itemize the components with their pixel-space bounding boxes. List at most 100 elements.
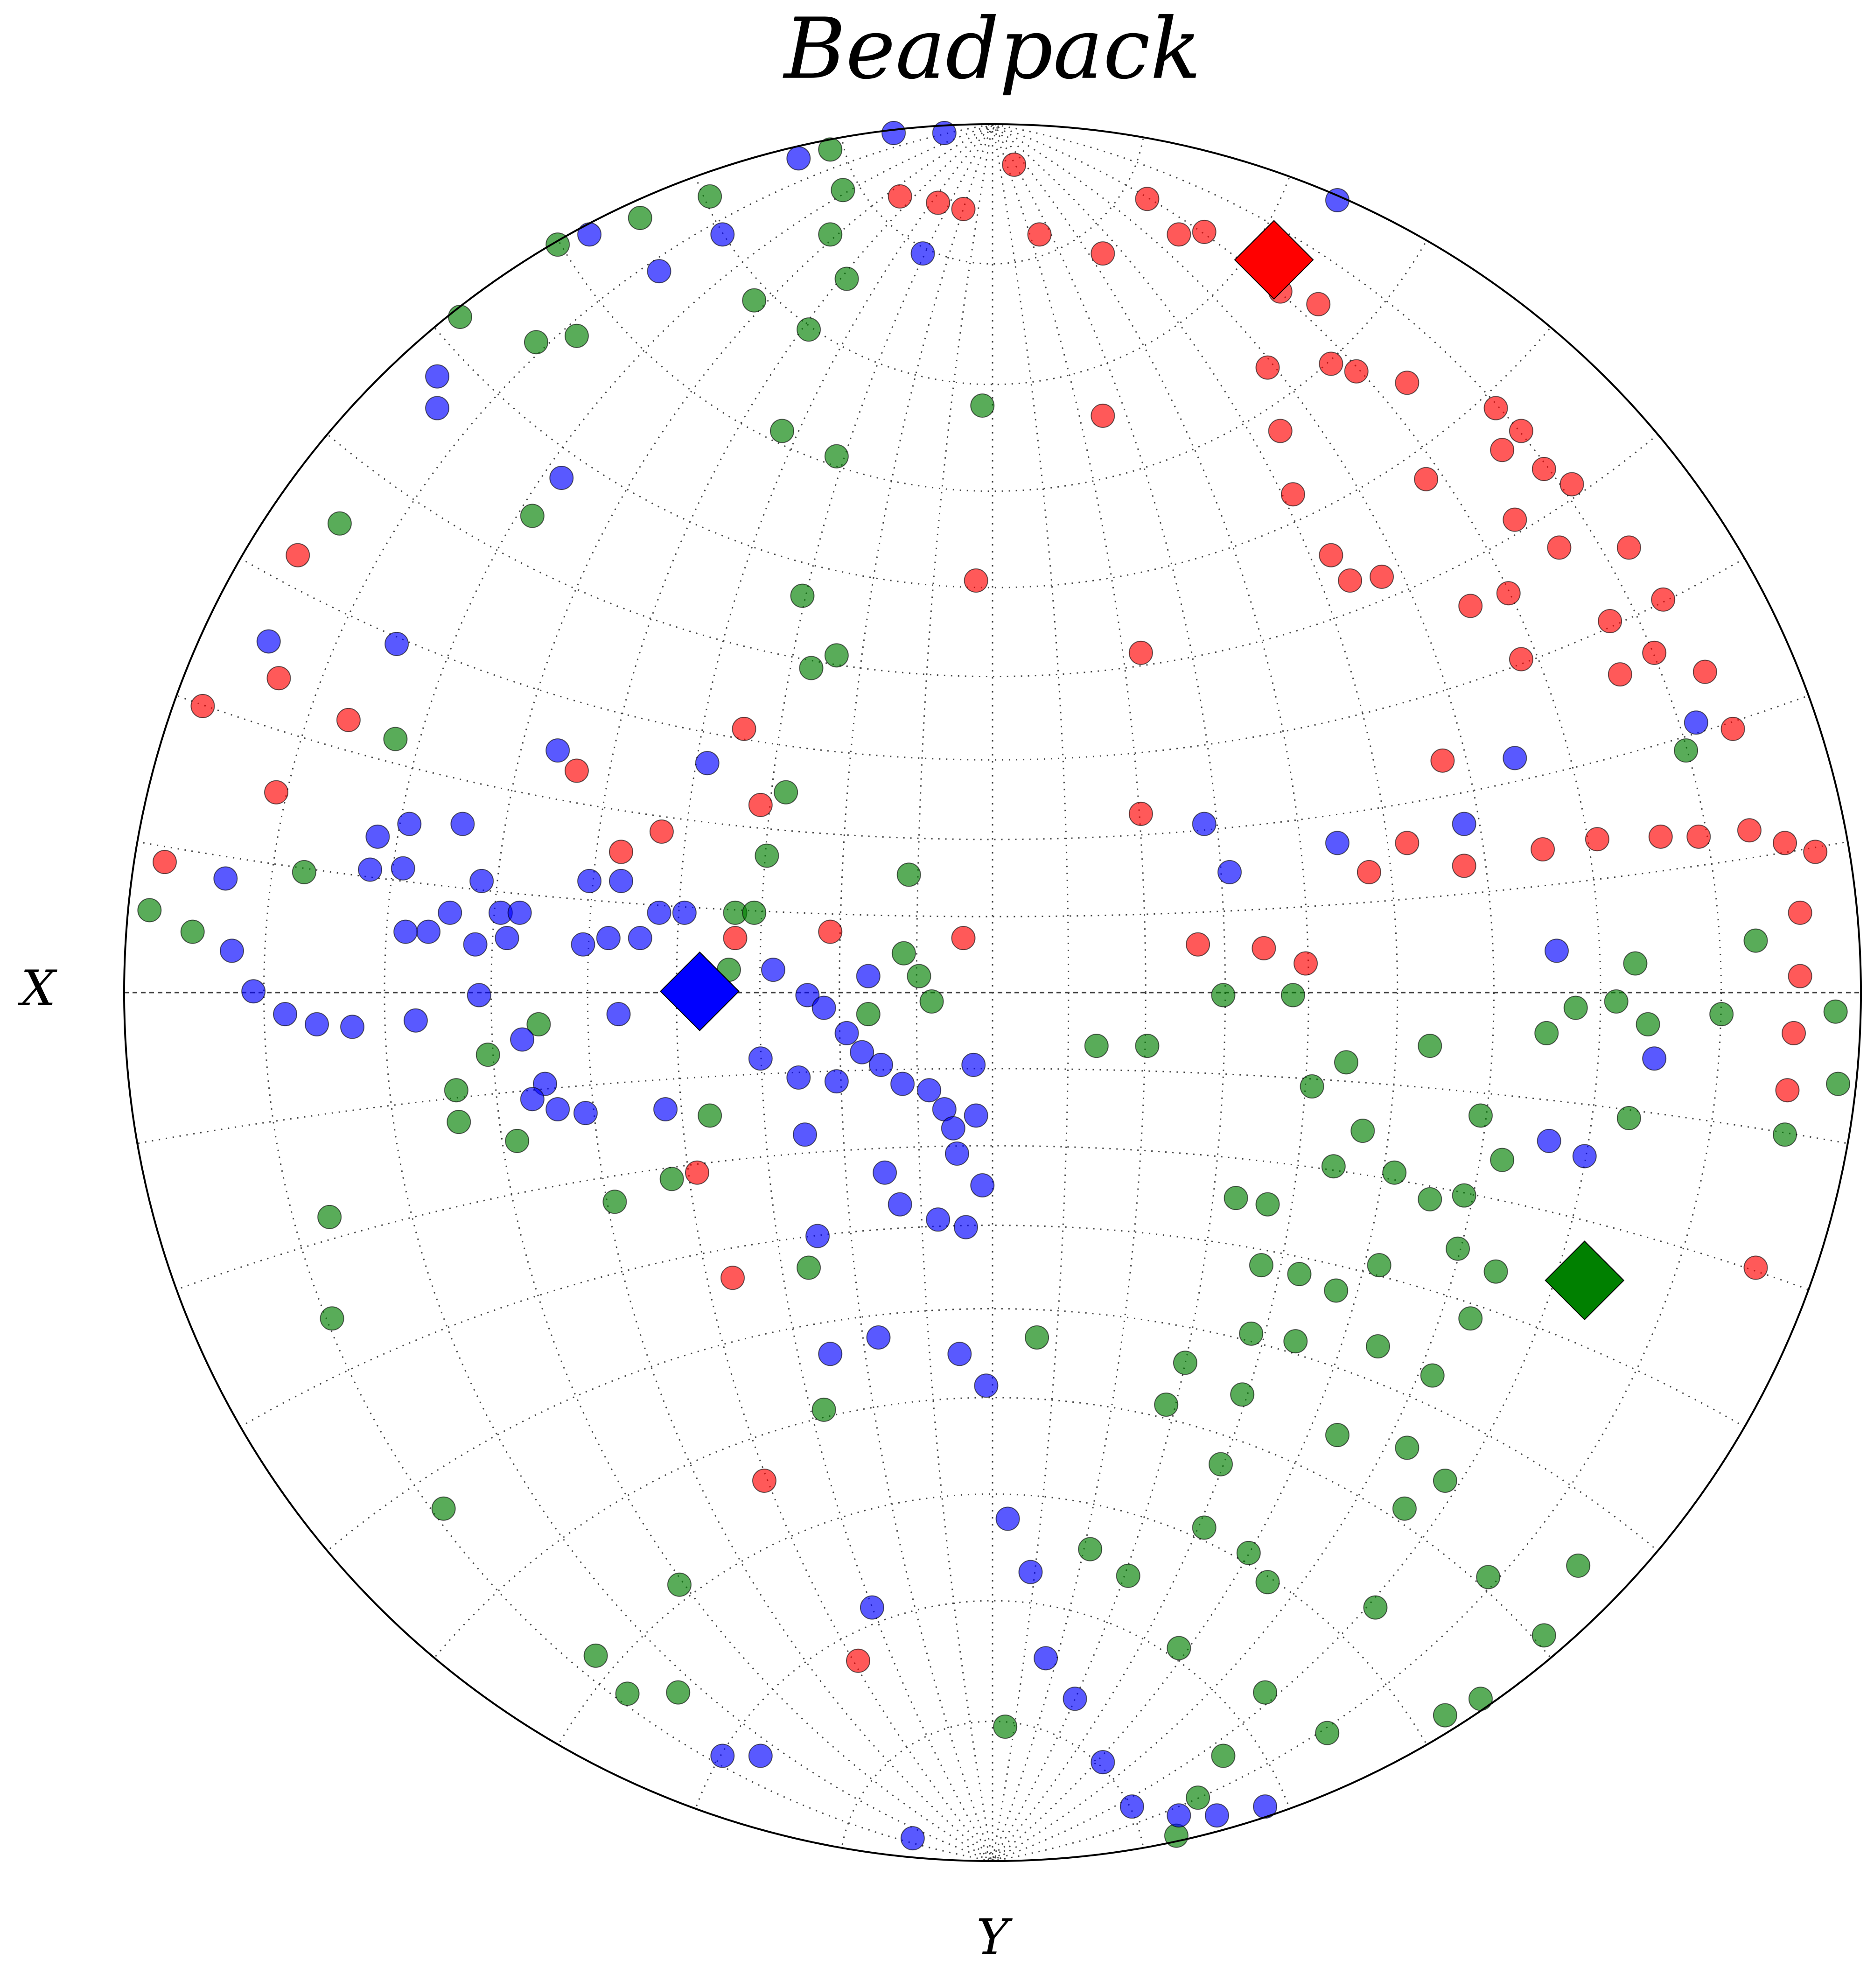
- data-point: [1642, 640, 1667, 665]
- data-point: [917, 1078, 942, 1103]
- data-point: [1476, 1565, 1501, 1589]
- data-point: [1252, 936, 1276, 960]
- data-point: [1623, 951, 1648, 976]
- data-point: [1315, 1721, 1340, 1745]
- data-point: [1684, 710, 1708, 735]
- data-point: [1674, 738, 1699, 763]
- data-point: [941, 1116, 965, 1141]
- data-point: [1319, 351, 1343, 376]
- data-point: [1608, 662, 1632, 687]
- data-point: [944, 1141, 969, 1166]
- data-point: [710, 222, 735, 247]
- data-point: [264, 780, 289, 805]
- data-point: [602, 1190, 627, 1214]
- data-point: [391, 856, 415, 881]
- data-point: [1173, 1351, 1197, 1375]
- data-point: [1823, 999, 1848, 1024]
- data-point: [1395, 371, 1419, 395]
- data-point: [774, 780, 798, 805]
- data-point: [1192, 219, 1217, 244]
- data-point: [888, 1192, 912, 1217]
- data-point: [510, 1027, 535, 1052]
- data-point: [1370, 564, 1394, 589]
- data-point: [1255, 1192, 1280, 1217]
- data-point: [1367, 1253, 1392, 1278]
- data-point: [1563, 995, 1588, 1020]
- data-point: [1084, 1034, 1109, 1058]
- data-point: [888, 184, 912, 209]
- data-point: [1167, 1803, 1191, 1828]
- data-point: [1319, 543, 1343, 567]
- data-point: [266, 666, 291, 691]
- parallel: [124, 1308, 1861, 1861]
- data-point: [1294, 951, 1318, 976]
- data-point: [469, 868, 494, 893]
- data-point: [1418, 1034, 1442, 1058]
- data-point: [628, 206, 652, 231]
- data-point: [1468, 1687, 1493, 1711]
- data-point: [1483, 396, 1508, 420]
- data-point: [1365, 1334, 1390, 1358]
- data-point: [926, 190, 951, 215]
- data-point: [910, 241, 935, 266]
- data-point: [860, 1595, 884, 1620]
- data-point: [1280, 482, 1305, 507]
- data-point: [1452, 854, 1476, 878]
- data-point: [475, 1043, 500, 1067]
- data-point: [964, 568, 988, 593]
- data-point: [1452, 1183, 1476, 1208]
- data-point: [907, 964, 931, 988]
- data-point: [1211, 1743, 1236, 1768]
- data-point: [1321, 1154, 1346, 1179]
- data-point: [811, 995, 836, 1020]
- data-point: [881, 121, 906, 146]
- data-point: [647, 259, 671, 284]
- data-point: [993, 1715, 1018, 1739]
- data-point: [953, 1215, 978, 1239]
- data-point: [628, 926, 652, 951]
- data-point: [868, 1052, 893, 1077]
- data-point: [571, 932, 595, 957]
- data-point: [1128, 801, 1153, 826]
- data-point: [1433, 1703, 1457, 1728]
- data-point: [1503, 507, 1527, 532]
- data-point: [1135, 187, 1160, 211]
- data-point: [152, 850, 177, 875]
- data-point: [818, 137, 843, 162]
- data-point: [818, 1342, 843, 1366]
- data-point: [850, 1040, 874, 1064]
- data-point: [752, 1468, 776, 1493]
- data-point: [1204, 1803, 1229, 1828]
- data-point: [1468, 1103, 1493, 1128]
- data-point: [385, 631, 409, 656]
- x-axis-label: X: [18, 960, 58, 1017]
- data-point: [647, 900, 671, 925]
- data-point: [866, 1325, 891, 1350]
- data-point: [393, 919, 418, 944]
- y-axis-label: Y: [976, 1909, 1013, 1966]
- parallel: [124, 1225, 1861, 1861]
- data-point: [1239, 1321, 1264, 1346]
- data-point: [748, 1046, 773, 1071]
- data-point: [1496, 581, 1521, 606]
- data-point: [467, 983, 491, 1008]
- data-point: [846, 1648, 871, 1673]
- data-point: [811, 1397, 836, 1422]
- data-point: [970, 1173, 995, 1197]
- data-point: [1531, 837, 1555, 862]
- data-point: [520, 504, 545, 528]
- data-point: [327, 511, 352, 536]
- meridian: [124, 124, 1309, 1861]
- data-point: [1509, 647, 1533, 672]
- parallel: [124, 1068, 1861, 1861]
- data-point: [1566, 1553, 1591, 1578]
- data-point: [448, 304, 472, 329]
- data-point: [1167, 1636, 1191, 1660]
- data-point: [1775, 1078, 1800, 1103]
- mean-diamond: [660, 951, 740, 1031]
- data-point: [1357, 860, 1381, 884]
- data-point: [896, 862, 921, 887]
- data-point: [1063, 1687, 1087, 1711]
- data-point: [425, 396, 450, 420]
- data-point: [447, 1110, 471, 1134]
